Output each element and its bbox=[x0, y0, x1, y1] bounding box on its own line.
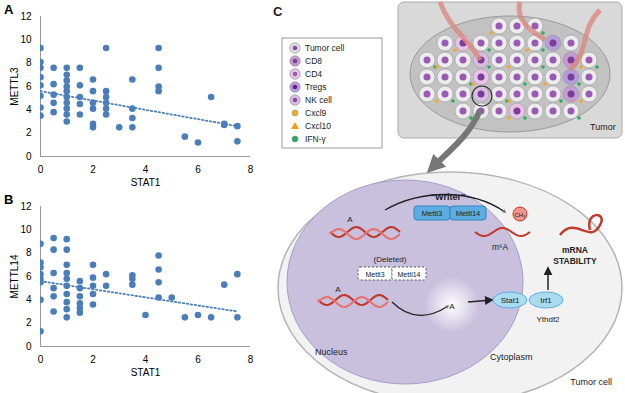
svg-text:m⁶A: m⁶A bbox=[492, 242, 509, 252]
svg-text:CD4: CD4 bbox=[305, 69, 322, 79]
svg-text:Tumor cell: Tumor cell bbox=[570, 377, 612, 387]
svg-text:STAT1: STAT1 bbox=[131, 177, 161, 188]
svg-text:2: 2 bbox=[26, 127, 32, 138]
svg-text:2: 2 bbox=[90, 164, 96, 175]
svg-text:CD8: CD8 bbox=[305, 56, 322, 66]
svg-text:4: 4 bbox=[143, 354, 149, 365]
svg-text:Nucleus: Nucleus bbox=[315, 347, 348, 357]
svg-text:Mettl14: Mettl14 bbox=[398, 271, 421, 278]
svg-text:0: 0 bbox=[38, 354, 44, 365]
svg-text:Cxcl10: Cxcl10 bbox=[305, 121, 331, 131]
svg-text:8: 8 bbox=[26, 57, 32, 68]
svg-text:12: 12 bbox=[20, 11, 32, 22]
svg-text:"Writer": "Writer" bbox=[431, 192, 465, 202]
svg-text:A: A bbox=[449, 302, 455, 311]
svg-text:mRNA: mRNA bbox=[562, 245, 588, 255]
svg-text:A: A bbox=[335, 285, 341, 294]
svg-text:A: A bbox=[347, 215, 353, 224]
svg-text:8: 8 bbox=[248, 354, 254, 365]
svg-text:2: 2 bbox=[90, 354, 96, 365]
svg-text:6: 6 bbox=[195, 354, 201, 365]
svg-text:Cytoplasm: Cytoplasm bbox=[490, 352, 533, 362]
svg-text:10: 10 bbox=[20, 34, 32, 45]
html-text:A: A bbox=[4, 2, 14, 17]
svg-text:C: C bbox=[273, 4, 283, 19]
svg-text:Tumor cell: Tumor cell bbox=[305, 43, 344, 53]
svg-text:STAT1: STAT1 bbox=[131, 367, 161, 378]
svg-text:Tumor: Tumor bbox=[590, 122, 616, 132]
svg-text:4: 4 bbox=[26, 104, 32, 115]
svg-text:6: 6 bbox=[26, 81, 32, 92]
svg-text:0: 0 bbox=[38, 164, 44, 175]
svg-text:6: 6 bbox=[195, 164, 201, 175]
svg-text:Tregs: Tregs bbox=[305, 82, 326, 92]
svg-text:8: 8 bbox=[26, 247, 32, 258]
svg-text:IFN-γ: IFN-γ bbox=[305, 134, 327, 144]
svg-text:8: 8 bbox=[248, 164, 254, 175]
svg-text:Cxcl9: Cxcl9 bbox=[305, 108, 327, 118]
svg-text:METTL3: METTL3 bbox=[9, 67, 20, 106]
svg-text:Ythdf2: Ythdf2 bbox=[536, 315, 560, 324]
svg-text:Mettl3: Mettl3 bbox=[365, 271, 384, 278]
svg-text:2: 2 bbox=[26, 317, 32, 328]
svg-text:STABILITY: STABILITY bbox=[553, 256, 597, 266]
svg-text:Irf1: Irf1 bbox=[540, 296, 552, 305]
svg-text:CH₃: CH₃ bbox=[514, 212, 526, 218]
html-text:B: B bbox=[4, 192, 14, 207]
svg-text:Mettl3: Mettl3 bbox=[422, 209, 442, 218]
svg-text:(Deleted): (Deleted) bbox=[374, 255, 407, 264]
svg-text:12: 12 bbox=[20, 201, 32, 212]
svg-text:10: 10 bbox=[20, 224, 32, 235]
svg-text:0: 0 bbox=[26, 341, 32, 352]
svg-text:6: 6 bbox=[26, 271, 32, 282]
svg-text:Stat1: Stat1 bbox=[501, 296, 520, 305]
svg-text:0: 0 bbox=[26, 151, 32, 162]
svg-text:4: 4 bbox=[26, 294, 32, 305]
svg-text:4: 4 bbox=[143, 164, 149, 175]
svg-text:METTL14: METTL14 bbox=[9, 254, 20, 298]
svg-text:NK cell: NK cell bbox=[305, 95, 332, 105]
svg-text:Mettl14: Mettl14 bbox=[456, 209, 481, 218]
